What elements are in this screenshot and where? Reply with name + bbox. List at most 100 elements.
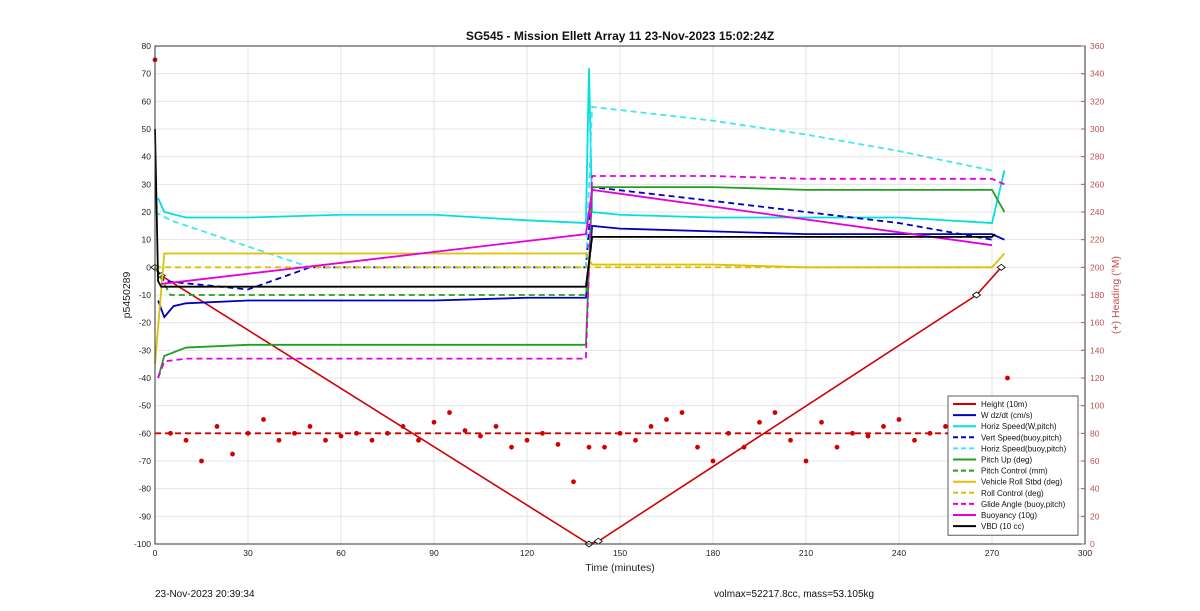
y2-tick-label: 360	[1090, 41, 1104, 51]
heading-point	[540, 430, 545, 436]
heading-point	[788, 437, 793, 443]
legend-label: Horiz Speed(buoy,pitch)	[981, 444, 1067, 453]
y-tick-label: 60	[142, 96, 152, 106]
x-axis-label: Time (minutes)	[585, 562, 655, 574]
legend: Height (10m) W dz/dt (cm/s) Horiz Speed(W,…	[947, 395, 1079, 536]
heading-point	[524, 437, 530, 443]
footer-timestamp: 23-Nov-2023 20:39:34	[155, 589, 255, 600]
footer-vehicle-info: volmax=52217.8cc, mass=53.105kg	[714, 589, 875, 600]
legend-label: Pitch Up (deg)	[981, 456, 1032, 465]
series-pitch-control-mm-line	[154, 235, 992, 296]
heading-point	[292, 430, 297, 436]
heading-point	[912, 437, 917, 443]
heading-point	[819, 419, 824, 425]
x-tick-label: 180	[706, 548, 720, 558]
x-tick-label: 60	[336, 548, 346, 558]
heading-point	[447, 410, 452, 415]
heading-point	[493, 424, 499, 429]
heading-point	[633, 437, 638, 443]
legend-label: VBD (10 cc)	[981, 522, 1024, 531]
x-tick-label: 30	[243, 548, 253, 558]
heading-point	[555, 442, 561, 447]
height-marker	[971, 291, 982, 299]
y-tick-label: 50	[142, 124, 152, 134]
heading-point	[741, 444, 747, 450]
heading-point	[772, 410, 778, 415]
legend-label: Buoyancy (10g)	[981, 511, 1037, 520]
legend-label: W dz/dt (cm/s)	[981, 411, 1033, 420]
heading-point	[695, 444, 700, 450]
legend-label: Roll Control (deg)	[981, 489, 1044, 498]
legend-label: Glide Angle (buoy,pitch)	[981, 500, 1066, 509]
heading-point	[416, 437, 421, 443]
legend-label: Vehicle Roll Stbd (deg)	[981, 478, 1063, 487]
y2-tick-label: 160	[1090, 318, 1104, 328]
heading-point	[648, 424, 654, 429]
y-tick-label: 40	[142, 152, 152, 162]
heading-point	[896, 417, 902, 422]
heading-point	[850, 430, 855, 436]
y-tick-label: 80	[142, 41, 152, 51]
heading-point	[261, 417, 266, 422]
y-tick-label: -60	[139, 428, 152, 438]
heading-point	[338, 433, 344, 439]
y-tick-label: 30	[142, 179, 152, 189]
x-tick-label: 0	[153, 548, 158, 558]
heading-point	[602, 444, 607, 450]
x-tick-label: 270	[985, 548, 999, 558]
heading-point	[307, 424, 313, 429]
series-vbd-10-cc-line	[154, 128, 996, 288]
series-w-dz-dt-cm-s-line	[157, 224, 1005, 319]
height-marker	[996, 263, 1006, 271]
chart-title: SG545 - Mission Ellett Array 11 23-Nov-2…	[466, 29, 774, 43]
heading-point	[230, 451, 235, 457]
y2-tick-label: 80	[1090, 428, 1100, 438]
y-tick-label: -30	[139, 345, 152, 355]
y-tick-label: -10	[139, 290, 152, 300]
y-tick-label: -80	[139, 484, 152, 494]
y-tick-label: 20	[142, 207, 152, 217]
heading-point	[400, 424, 406, 429]
y-tick-label: -90	[139, 511, 152, 521]
y2-tick-label: 200	[1090, 262, 1104, 272]
y-tick-label: 10	[142, 235, 152, 245]
y-tick-label: -40	[139, 373, 152, 383]
legend-label: Vert Speed(buoy,pitch)	[981, 433, 1062, 442]
series-layer	[150, 57, 1010, 548]
x-tick-label: 240	[892, 548, 906, 558]
x-tick-label: 90	[429, 548, 439, 558]
y2-axis-label: (+) Heading (°M)	[1110, 256, 1122, 334]
heading-point	[214, 424, 220, 429]
tick-layer: 0 30 60 90 120 150 180 210 240 270 300807060504030…	[134, 41, 1104, 558]
heading-point	[679, 410, 685, 415]
heading-point	[323, 437, 328, 443]
y-tick-label: -70	[139, 456, 152, 466]
heading-point	[834, 444, 840, 450]
legend-label: Pitch Control (mm)	[981, 467, 1048, 476]
heading-point	[183, 437, 189, 443]
heading-point	[664, 417, 669, 422]
heading-point	[462, 428, 468, 433]
y2-tick-label: 180	[1090, 290, 1104, 300]
heading-point	[881, 424, 886, 429]
heading-point	[865, 433, 871, 439]
y2-tick-label: 20	[1090, 511, 1100, 521]
y2-tick-label: 320	[1090, 96, 1104, 106]
heading-point	[431, 419, 437, 425]
y-tick-label: 0	[146, 262, 151, 272]
legend-box	[947, 395, 1079, 536]
y2-tick-label: 60	[1090, 456, 1100, 466]
x-tick-label: 150	[613, 548, 627, 558]
height-marker	[593, 537, 603, 545]
y2-tick-label: 140	[1090, 345, 1104, 355]
series-glide-angle-buoy-pitch-line	[157, 175, 1005, 379]
heading-point	[1005, 375, 1010, 381]
heading-point	[757, 419, 762, 425]
series-buoyancy-10g-line	[161, 188, 993, 285]
x-tick-label: 300	[1078, 548, 1092, 558]
legend-label: Horiz Speed(W,pitch)	[981, 422, 1057, 431]
legend-label: Height (10m)	[981, 400, 1028, 409]
y-tick-label: -100	[134, 539, 151, 549]
y-axis-label: p5450289	[121, 271, 133, 318]
